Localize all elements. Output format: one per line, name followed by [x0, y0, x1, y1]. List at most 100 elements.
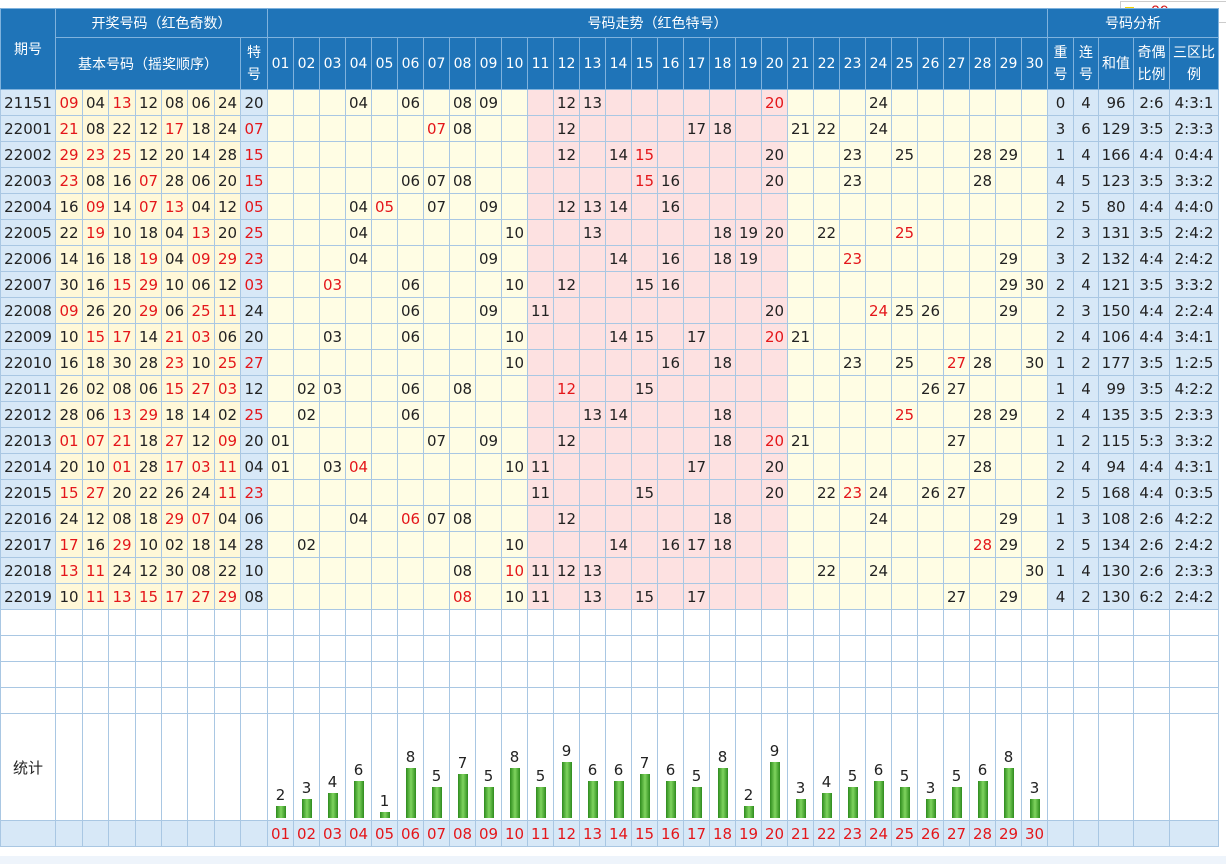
trend-cell: [371, 271, 398, 298]
trend-cell: [735, 349, 762, 376]
special-number-cell: 24: [240, 297, 268, 324]
blank-cell: [579, 609, 606, 636]
sum-cell: 130: [1098, 583, 1134, 610]
trend-cell: [995, 323, 1022, 350]
trend-cell: 29: [995, 583, 1022, 610]
basic-number-cell: 23: [82, 141, 109, 168]
basic-number-cell: 28: [161, 167, 188, 194]
trend-cell: [761, 349, 788, 376]
trend-cell: 29: [995, 297, 1022, 324]
blank-cell: [501, 661, 528, 688]
trend-cell: [423, 557, 450, 584]
trend-cell: [501, 245, 528, 272]
blank-cell: [449, 609, 476, 636]
basic-number-cell: 22: [55, 219, 83, 246]
trend-cell: 06: [397, 505, 424, 532]
trend-cell: [839, 401, 866, 428]
number-header-23: 23: [839, 37, 866, 90]
special-number-cell: 03: [240, 271, 268, 298]
trend-cell: [423, 479, 450, 506]
trend-cell: [527, 271, 554, 298]
trend-cell: [865, 531, 892, 558]
trend-cell: [787, 245, 814, 272]
trend-cell: 20: [761, 323, 788, 350]
header-trend: 号码走势（红色特号）: [267, 8, 1048, 38]
blank-cell: [501, 687, 528, 714]
trend-cell: 18: [709, 531, 736, 558]
trend-cell: [735, 583, 762, 610]
trend-cell: [397, 453, 424, 480]
trend-cell: [371, 453, 398, 480]
trend-cell: [475, 505, 502, 532]
special-number-cell: 06: [240, 505, 268, 532]
trend-cell: [501, 141, 528, 168]
trend-cell: [293, 141, 320, 168]
basic-number-cell: 07: [135, 167, 162, 194]
trend-cell: [683, 271, 710, 298]
trend-cell: [293, 167, 320, 194]
basic-number-cell: 17: [55, 531, 83, 558]
trend-cell: 08: [449, 89, 476, 116]
repeat-cell: 2: [1047, 297, 1074, 324]
trend-cell: [891, 453, 918, 480]
trend-cell: [553, 453, 580, 480]
basic-number-cell: 10: [55, 583, 83, 610]
trend-cell: [553, 245, 580, 272]
count-bar: [353, 781, 364, 818]
trend-cell: [761, 583, 788, 610]
trend-cell: 16: [657, 349, 684, 376]
trend-cell: [371, 167, 398, 194]
trend-cell: [1021, 219, 1048, 246]
trend-cell: [371, 219, 398, 246]
trend-cell: 18: [709, 505, 736, 532]
blank-cell: [475, 609, 502, 636]
trend-cell: [891, 89, 918, 116]
odd-even-cell: 2:6: [1133, 557, 1170, 584]
trend-cell: [345, 557, 372, 584]
trend-cell: [319, 479, 346, 506]
blank-cell: [787, 661, 814, 688]
count-label: 8: [717, 748, 728, 766]
trend-cell: [631, 505, 658, 532]
trend-cell: [319, 505, 346, 532]
blank-cell: [397, 661, 424, 688]
blank-cell: [371, 635, 398, 662]
trend-cell: 08: [449, 375, 476, 402]
odd-even-cell: 3:5: [1133, 401, 1170, 428]
trend-cell: [319, 583, 346, 610]
blank-cell: [631, 687, 658, 714]
count-bar: [847, 787, 858, 818]
stat-cell: 5: [475, 713, 502, 821]
basic-number-cell: 26: [55, 375, 83, 402]
blank-cell: [267, 635, 294, 662]
trend-cell: [683, 349, 710, 376]
trend-cell: [813, 453, 840, 480]
trend-cell: [345, 115, 372, 142]
trend-cell: [709, 453, 736, 480]
trend-cell: [943, 297, 970, 324]
trend-cell: 17: [683, 583, 710, 610]
count-label: 5: [847, 767, 858, 785]
table-row: 22010 16 18 30 28 23 10 25 27 10 16 18 23 25 27 28 30 1 2 1…: [0, 349, 1219, 376]
trend-cell: [345, 349, 372, 376]
trend-cell: 25: [891, 401, 918, 428]
number-header-11: 11: [527, 37, 554, 90]
odd-even-cell: 4:4: [1133, 141, 1170, 168]
count-label: 5: [951, 767, 962, 785]
footer-number-28: 28: [969, 820, 996, 847]
count-bar: [769, 762, 780, 818]
trend-cell: [319, 193, 346, 220]
special-number-cell: 07: [240, 115, 268, 142]
trend-cell: [345, 479, 372, 506]
blank-cell: [865, 687, 892, 714]
basic-number-cell: 24: [108, 557, 136, 584]
trend-cell: 16: [657, 531, 684, 558]
special-number-cell: 23: [240, 245, 268, 272]
trend-cell: [631, 557, 658, 584]
trend-cell: [813, 167, 840, 194]
trend-cell: [865, 427, 892, 454]
trend-cell: 09: [475, 245, 502, 272]
trend-cell: 12: [553, 115, 580, 142]
trend-cell: 04: [345, 89, 372, 116]
trend-cell: 10: [501, 219, 528, 246]
